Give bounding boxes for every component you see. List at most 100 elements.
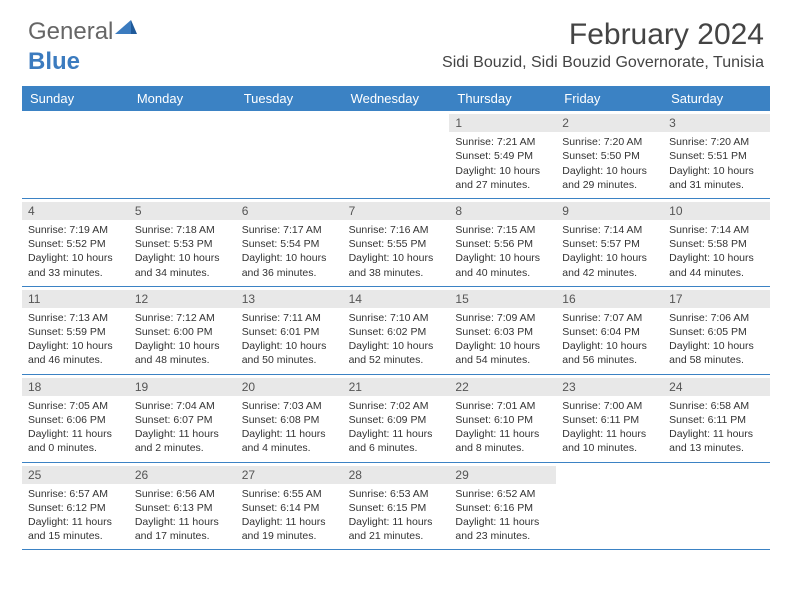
- sunset-line: Sunset: 6:13 PM: [135, 501, 230, 515]
- sunset-line: Sunset: 5:50 PM: [562, 149, 657, 163]
- sunset-line: Sunset: 6:00 PM: [135, 325, 230, 339]
- day-cell: [663, 463, 770, 550]
- sunrise-line: Sunrise: 6:55 AM: [242, 487, 337, 501]
- daylight-line: Daylight: 11 hours and 19 minutes.: [242, 515, 337, 543]
- day-number: 25: [22, 466, 129, 484]
- day-cell: 16Sunrise: 7:07 AMSunset: 6:04 PMDayligh…: [556, 287, 663, 374]
- daylight-line: Daylight: 10 hours and 44 minutes.: [669, 251, 764, 279]
- day-number: 9: [556, 202, 663, 220]
- sunrise-line: Sunrise: 7:12 AM: [135, 311, 230, 325]
- day-cell: 15Sunrise: 7:09 AMSunset: 6:03 PMDayligh…: [449, 287, 556, 374]
- day-number: 27: [236, 466, 343, 484]
- sunrise-line: Sunrise: 6:56 AM: [135, 487, 230, 501]
- sunset-line: Sunset: 6:07 PM: [135, 413, 230, 427]
- day-cell: 4Sunrise: 7:19 AMSunset: 5:52 PMDaylight…: [22, 199, 129, 286]
- sunrise-line: Sunrise: 7:04 AM: [135, 399, 230, 413]
- daylight-line: Daylight: 10 hours and 34 minutes.: [135, 251, 230, 279]
- sunset-line: Sunset: 5:51 PM: [669, 149, 764, 163]
- day-number: 28: [343, 466, 450, 484]
- day-header-cell: Tuesday: [236, 86, 343, 111]
- day-cell: 5Sunrise: 7:18 AMSunset: 5:53 PMDaylight…: [129, 199, 236, 286]
- sunset-line: Sunset: 6:15 PM: [349, 501, 444, 515]
- day-cell: 25Sunrise: 6:57 AMSunset: 6:12 PMDayligh…: [22, 463, 129, 550]
- day-number: 8: [449, 202, 556, 220]
- sunrise-line: Sunrise: 7:07 AM: [562, 311, 657, 325]
- day-number: 15: [449, 290, 556, 308]
- day-header-cell: Thursday: [449, 86, 556, 111]
- sunset-line: Sunset: 6:10 PM: [455, 413, 550, 427]
- daylight-line: Daylight: 11 hours and 17 minutes.: [135, 515, 230, 543]
- daylight-line: Daylight: 10 hours and 33 minutes.: [28, 251, 123, 279]
- daylight-line: Daylight: 11 hours and 10 minutes.: [562, 427, 657, 455]
- day-cell: 19Sunrise: 7:04 AMSunset: 6:07 PMDayligh…: [129, 375, 236, 462]
- day-cell: 1Sunrise: 7:21 AMSunset: 5:49 PMDaylight…: [449, 111, 556, 198]
- header: General February 2024 Sidi Bouzid, Sidi …: [0, 0, 792, 78]
- day-cell: 27 Sunrise: 6:55 AMSunset: 6:14 PMDayligh…: [236, 463, 343, 550]
- day-cell: 9Sunrise: 7:14 AMSunset: 5:57 PMDaylight…: [556, 199, 663, 286]
- day-cell: 10Sunrise: 7:14 AMSunset: 5:58 PMDayligh…: [663, 199, 770, 286]
- daylight-line: Daylight: 11 hours and 13 minutes.: [669, 427, 764, 455]
- daylight-line: Daylight: 10 hours and 40 minutes.: [455, 251, 550, 279]
- month-title: February 2024: [442, 18, 764, 52]
- sunset-line: Sunset: 5:54 PM: [242, 237, 337, 251]
- day-cell: 8Sunrise: 7:15 AMSunset: 5:56 PMDaylight…: [449, 199, 556, 286]
- week-row: 1Sunrise: 7:21 AMSunset: 5:49 PMDaylight…: [22, 111, 770, 199]
- sunset-line: Sunset: 5:49 PM: [455, 149, 550, 163]
- sunset-line: Sunset: 6:02 PM: [349, 325, 444, 339]
- day-header-cell: Saturday: [663, 86, 770, 111]
- day-cell: 28Sunrise: 6:53 AMSunset: 6:15 PMDayligh…: [343, 463, 450, 550]
- day-number: 18: [22, 378, 129, 396]
- day-cell: 23Sunrise: 7:00 AMSunset: 6:11 PMDayligh…: [556, 375, 663, 462]
- day-cell: 20Sunrise: 7:03 AMSunset: 6:08 PMDayligh…: [236, 375, 343, 462]
- daylight-line: Daylight: 10 hours and 48 minutes.: [135, 339, 230, 367]
- day-number: 20: [236, 378, 343, 396]
- sunset-line: Sunset: 6:11 PM: [562, 413, 657, 427]
- sunrise-line: Sunrise: 7:01 AM: [455, 399, 550, 413]
- day-cell: 17Sunrise: 7:06 AMSunset: 6:05 PMDayligh…: [663, 287, 770, 374]
- day-cell: 21Sunrise: 7:02 AMSunset: 6:09 PMDayligh…: [343, 375, 450, 462]
- day-cell: 22Sunrise: 7:01 AMSunset: 6:10 PMDayligh…: [449, 375, 556, 462]
- daylight-line: Daylight: 10 hours and 58 minutes.: [669, 339, 764, 367]
- daylight-line: Daylight: 11 hours and 23 minutes.: [455, 515, 550, 543]
- day-number: 22: [449, 378, 556, 396]
- daylight-line: Daylight: 10 hours and 38 minutes.: [349, 251, 444, 279]
- sunset-line: Sunset: 6:05 PM: [669, 325, 764, 339]
- sunset-line: Sunset: 6:11 PM: [669, 413, 764, 427]
- daylight-line: Daylight: 10 hours and 46 minutes.: [28, 339, 123, 367]
- logo: General: [28, 18, 137, 46]
- day-header-row: SundayMondayTuesdayWednesdayThursdayFrid…: [22, 86, 770, 111]
- day-number: 16: [556, 290, 663, 308]
- daylight-line: Daylight: 10 hours and 52 minutes.: [349, 339, 444, 367]
- location-subtitle: Sidi Bouzid, Sidi Bouzid Governorate, Tu…: [442, 54, 764, 72]
- sunset-line: Sunset: 5:57 PM: [562, 237, 657, 251]
- week-row: 4Sunrise: 7:19 AMSunset: 5:52 PMDaylight…: [22, 199, 770, 287]
- day-cell: 14Sunrise: 7:10 AMSunset: 6:02 PMDayligh…: [343, 287, 450, 374]
- day-cell: [22, 111, 129, 198]
- sunrise-line: Sunrise: 7:20 AM: [669, 135, 764, 149]
- sunrise-line: Sunrise: 7:09 AM: [455, 311, 550, 325]
- sunset-line: Sunset: 5:52 PM: [28, 237, 123, 251]
- day-number: 13: [236, 290, 343, 308]
- day-header-cell: Sunday: [22, 86, 129, 111]
- day-cell: 12Sunrise: 7:12 AMSunset: 6:00 PMDayligh…: [129, 287, 236, 374]
- daylight-line: Daylight: 11 hours and 6 minutes.: [349, 427, 444, 455]
- logo-mark-icon: [115, 20, 137, 38]
- day-number: 23: [556, 378, 663, 396]
- sunrise-line: Sunrise: 7:05 AM: [28, 399, 123, 413]
- sunset-line: Sunset: 6:14 PM: [242, 501, 337, 515]
- day-cell: [236, 111, 343, 198]
- sunset-line: Sunset: 6:03 PM: [455, 325, 550, 339]
- sunrise-line: Sunrise: 7:20 AM: [562, 135, 657, 149]
- daylight-line: Daylight: 11 hours and 4 minutes.: [242, 427, 337, 455]
- day-number: 4: [22, 202, 129, 220]
- sunrise-line: Sunrise: 7:10 AM: [349, 311, 444, 325]
- sunset-line: Sunset: 5:56 PM: [455, 237, 550, 251]
- day-cell: 24Sunrise: 6:58 AMSunset: 6:11 PMDayligh…: [663, 375, 770, 462]
- sunrise-line: Sunrise: 7:14 AM: [562, 223, 657, 237]
- sunrise-line: Sunrise: 7:13 AM: [28, 311, 123, 325]
- daylight-line: Daylight: 10 hours and 31 minutes.: [669, 164, 764, 192]
- sunrise-line: Sunrise: 7:16 AM: [349, 223, 444, 237]
- sunset-line: Sunset: 5:55 PM: [349, 237, 444, 251]
- sunrise-line: Sunrise: 7:14 AM: [669, 223, 764, 237]
- day-cell: [343, 111, 450, 198]
